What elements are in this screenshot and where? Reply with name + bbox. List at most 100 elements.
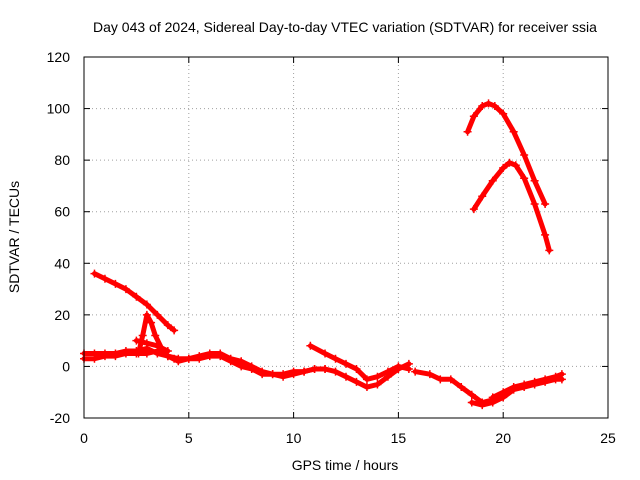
series-line [133, 338, 171, 354]
data-point [321, 349, 330, 358]
data-point [520, 174, 529, 183]
data-point [289, 370, 298, 379]
data-point [362, 383, 371, 392]
data-point [352, 365, 361, 374]
data-point [247, 362, 256, 371]
data-point [499, 163, 508, 172]
y-tick-label: 0 [62, 358, 70, 374]
data-point [216, 349, 225, 358]
data-point [134, 349, 143, 358]
data-point [342, 372, 350, 381]
data-point [425, 370, 434, 379]
data-point [153, 349, 162, 358]
data-point [394, 365, 403, 374]
data-point [352, 377, 361, 386]
x-tick-label: 20 [495, 430, 511, 446]
data-point [530, 377, 539, 386]
series-line [471, 160, 552, 253]
y-axis-label: SDTVAR / TECUs [6, 181, 22, 293]
series-s8 [411, 367, 497, 407]
data-point [490, 101, 499, 110]
data-point [151, 331, 160, 340]
data-point [530, 176, 539, 185]
data-point [111, 349, 120, 358]
data-point [411, 367, 420, 376]
data-point [100, 274, 109, 283]
data-point [478, 192, 487, 201]
y-tick-label: 100 [47, 101, 71, 117]
x-tick-label: 25 [600, 430, 616, 446]
data-point [373, 380, 382, 389]
y-tick-label: 20 [54, 307, 70, 323]
data-point [499, 109, 508, 118]
data-point [205, 349, 214, 358]
data-point [484, 99, 493, 108]
data-point [557, 370, 566, 379]
data-point [551, 372, 560, 381]
data-point [469, 205, 478, 214]
data-point [142, 300, 151, 309]
data-point [90, 269, 99, 278]
x-axis-label: GPS time / hours [292, 457, 399, 473]
data-point [111, 279, 120, 288]
data-point [310, 365, 319, 374]
data-point [488, 393, 497, 402]
data-point [499, 388, 508, 397]
data-point [138, 331, 147, 340]
data-point [520, 380, 529, 389]
data-point [469, 112, 478, 121]
data-point [258, 367, 267, 376]
data-point [121, 285, 130, 294]
data-point [163, 321, 172, 330]
data-point [463, 127, 472, 136]
series-line [412, 369, 496, 405]
data-point [436, 375, 445, 384]
y-tick-label: 80 [54, 152, 70, 168]
data-series [80, 99, 566, 410]
data-point [541, 375, 550, 384]
data-point [467, 390, 476, 399]
series-line [465, 100, 548, 207]
chart-title: Day 043 of 2024, Sidereal Day-to-day VTE… [93, 19, 597, 35]
data-point [530, 199, 539, 208]
data-point [362, 375, 371, 384]
data-point [373, 372, 382, 381]
data-point [478, 101, 487, 110]
data-point [478, 401, 487, 410]
data-point [142, 339, 151, 348]
data-point [505, 158, 514, 167]
series-line [92, 271, 177, 333]
data-point [383, 372, 392, 381]
data-point [541, 199, 550, 208]
series-line [307, 343, 412, 382]
data-point [331, 367, 340, 376]
series-s7 [321, 359, 413, 392]
data-point [279, 372, 288, 381]
data-point [509, 383, 518, 392]
data-point [446, 375, 455, 384]
data-point [153, 341, 162, 350]
series-s9 [467, 375, 566, 410]
series-s6 [306, 341, 413, 384]
data-point [170, 326, 179, 335]
x-tick-label: 0 [80, 430, 88, 446]
series-s3 [90, 269, 179, 335]
data-point [132, 292, 141, 301]
data-point [147, 318, 156, 327]
series-s5 [132, 336, 172, 355]
data-point [342, 359, 350, 368]
data-point [509, 127, 518, 136]
data-point [488, 176, 497, 185]
data-point [132, 336, 141, 345]
data-point [467, 398, 476, 407]
data-point [306, 341, 315, 350]
data-point [331, 354, 340, 363]
data-point [226, 354, 235, 363]
y-tick-label: 120 [47, 49, 71, 65]
series-s2 [80, 344, 319, 381]
series-s10 [488, 370, 566, 402]
data-point [163, 346, 172, 355]
data-point [184, 354, 193, 363]
axis-ticks: 0 5 10 15 20 25 -20 0 20 40 60 80 100 120 [47, 49, 616, 446]
data-point [511, 161, 520, 170]
